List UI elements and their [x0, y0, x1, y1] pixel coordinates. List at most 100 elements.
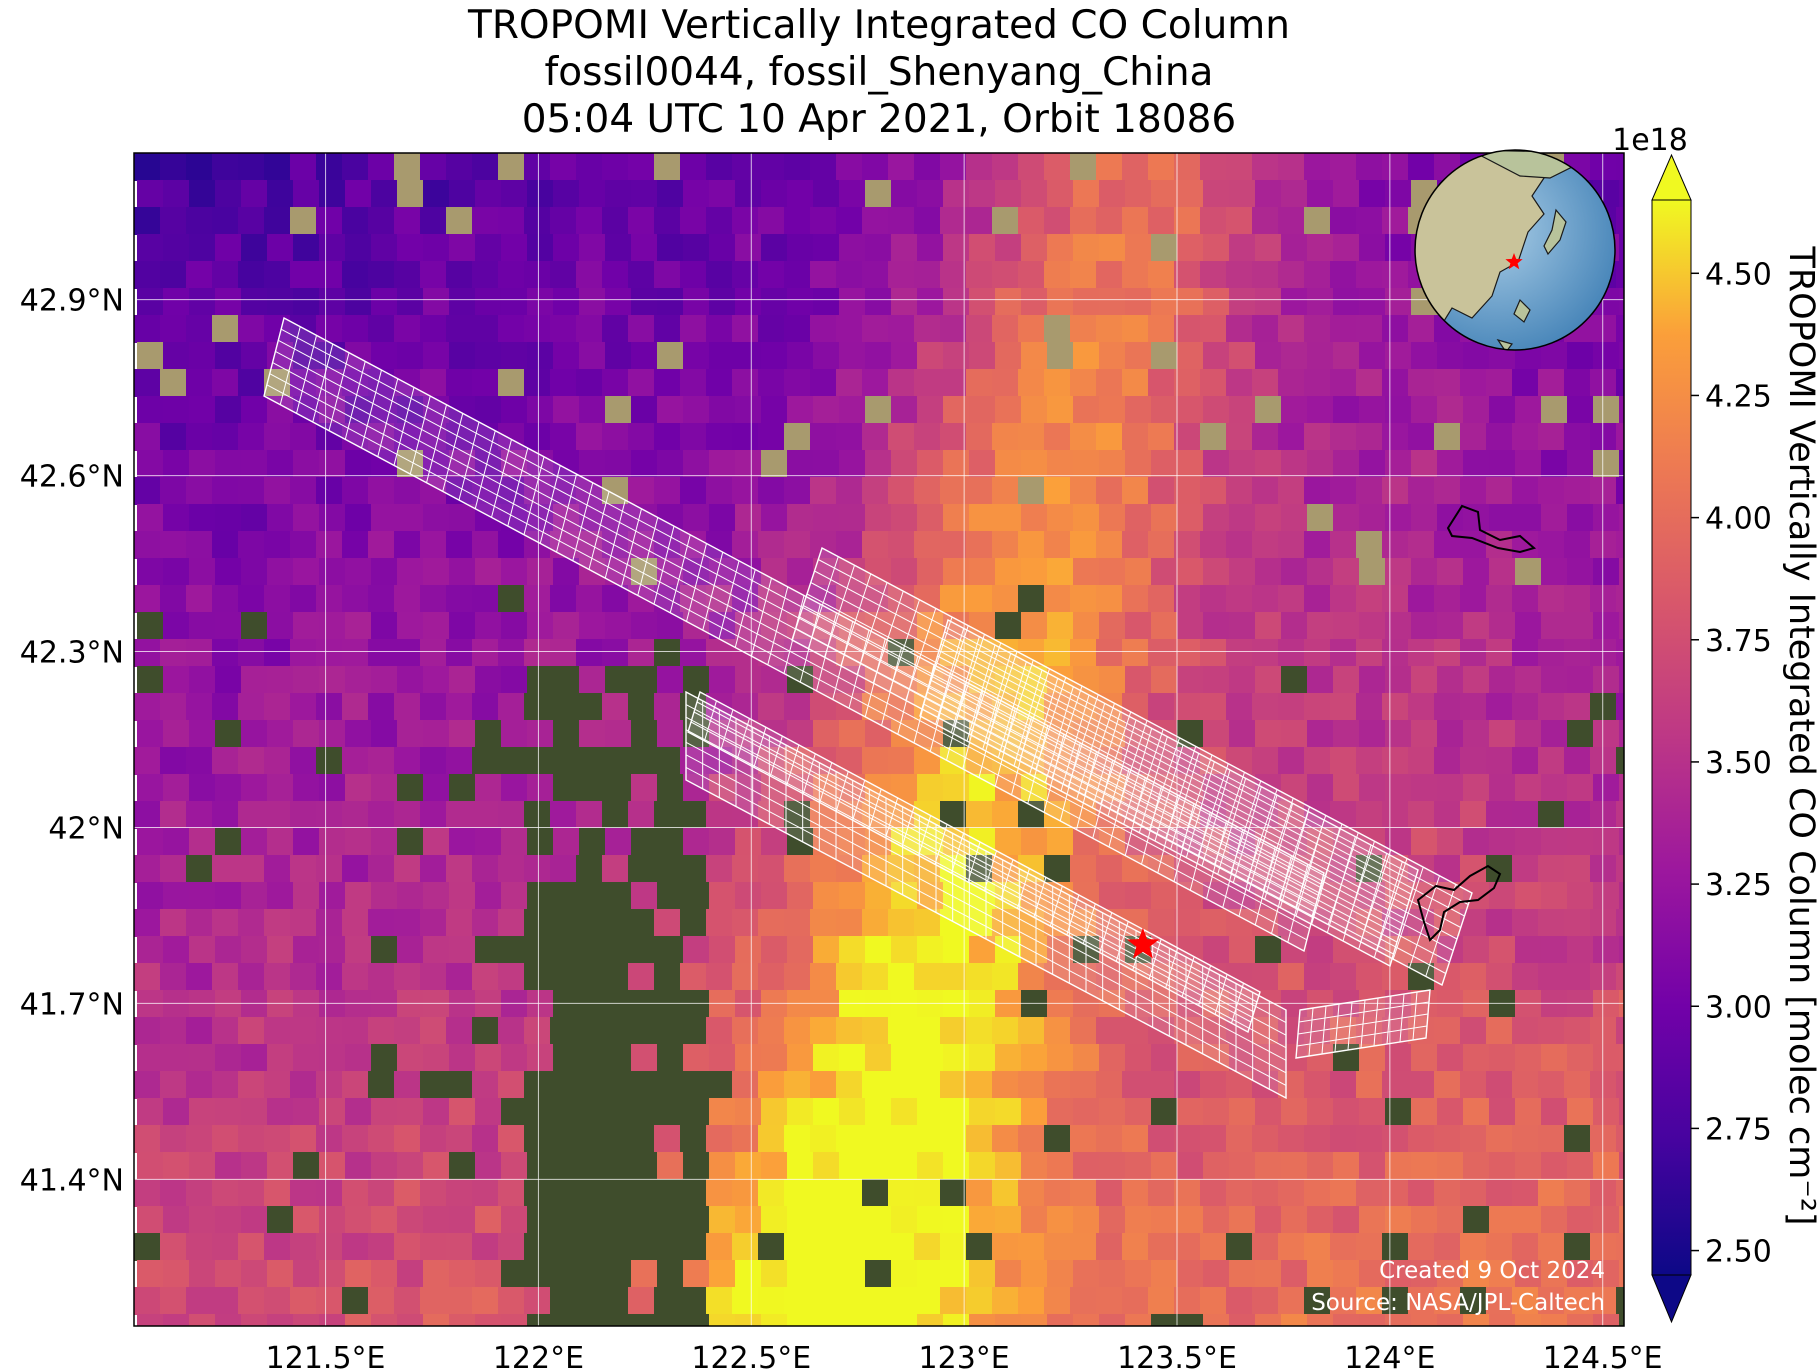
co-pixel: [212, 207, 239, 235]
co-pixel: [631, 450, 658, 478]
co-pixel: [1304, 153, 1331, 181]
co-pixel: [1122, 207, 1149, 235]
co-pixel: [1515, 1152, 1542, 1180]
co-pixel: [1096, 1233, 1123, 1261]
co-pixel: [1148, 315, 1175, 343]
co-pixel: [1125, 612, 1152, 640]
co-pixel: [368, 261, 395, 289]
co-pixel: [969, 288, 996, 316]
co-pixel: [1330, 693, 1357, 721]
co-pixel: [709, 234, 736, 262]
co-pixel: [888, 1287, 915, 1315]
co-pixel: [238, 639, 265, 667]
co-pixel: [397, 666, 424, 694]
co-pixel: [1489, 666, 1516, 694]
co-pixel: [1148, 639, 1175, 667]
co-pixel: [1278, 1071, 1305, 1099]
co-pixel: [813, 1152, 840, 1180]
co-pixel: [1307, 990, 1334, 1018]
co-pixel: [264, 477, 291, 505]
co-pixel: [1307, 774, 1334, 802]
co-pixel: [446, 261, 473, 289]
co-pixel: [758, 207, 785, 235]
co-pixel: [1619, 504, 1624, 532]
co-pixel: [316, 1125, 343, 1153]
co-pixel: [784, 531, 811, 559]
co-pixel: [628, 693, 655, 721]
co-pixel: [1486, 1341, 1513, 1369]
co-pixel: [472, 639, 499, 667]
co-pixel: [602, 531, 629, 559]
co-pixel: [654, 207, 681, 235]
co-pixel: [1486, 801, 1513, 829]
co-pixel: [186, 1233, 213, 1261]
globe-target-star: [1505, 253, 1523, 270]
co-pixel: [1564, 477, 1591, 505]
globe-land-islands: [1496, 298, 1531, 350]
co-pixel: [1021, 396, 1048, 424]
co-pixel: [1463, 342, 1490, 370]
co-pixel: [1281, 234, 1308, 262]
co-pixel: [1252, 639, 1279, 667]
co-pixel: [293, 288, 320, 316]
co-pixel: [397, 1152, 424, 1180]
co-pixel: [1564, 531, 1591, 559]
co-pixel: [1307, 1260, 1334, 1288]
co-pixel: [1148, 207, 1175, 235]
co-pixel: [891, 396, 918, 424]
co-pixel: [865, 450, 892, 478]
co-pixel: [602, 1233, 629, 1261]
co-pixel: [1174, 909, 1201, 937]
co-pixel: [992, 585, 1019, 613]
co-pixel: [1359, 774, 1386, 802]
co-pixel: [654, 1017, 681, 1045]
co-pixel: [1382, 855, 1409, 883]
co-pixel: [1538, 477, 1565, 505]
co-pixel: [1330, 1233, 1357, 1261]
co-pixel: [215, 1152, 242, 1180]
lat-tick-label: 42°N: [48, 811, 124, 846]
co-pixel: [316, 261, 343, 289]
co-pixel: [212, 315, 239, 343]
co-pixel: [189, 720, 216, 748]
co-pixel: [605, 720, 632, 748]
co-pixel: [1538, 531, 1565, 559]
co-pixel: [735, 342, 762, 370]
co-pixel: [290, 693, 317, 721]
co-pixel: [1018, 1125, 1045, 1153]
co-pixel: [1281, 396, 1308, 424]
co-pixel: [1486, 963, 1513, 991]
co-pixel: [914, 1233, 941, 1261]
co-pixel: [293, 1044, 320, 1072]
co-pixel: [836, 1017, 863, 1045]
co-pixel: [865, 1098, 892, 1126]
co-pixel: [524, 585, 551, 613]
co-pixel: [316, 747, 343, 775]
co-pixel: [839, 882, 866, 910]
co-pixel: [316, 153, 343, 181]
co-pixel: [1411, 1260, 1438, 1288]
co-pixel: [1177, 234, 1204, 262]
co-pixel: [368, 477, 395, 505]
co-pixel: [1047, 1206, 1074, 1234]
co-pixel: [550, 315, 577, 343]
chart-title: TROPOMI Vertically Integrated CO Column …: [134, 2, 1624, 143]
co-pixel: [290, 477, 317, 505]
co-pixel: [1590, 423, 1617, 451]
co-pixel: [1385, 234, 1412, 262]
co-pixel: [784, 585, 811, 613]
co-pixel: [1489, 450, 1516, 478]
co-pixel: [943, 882, 970, 910]
co-pixel: [215, 720, 242, 748]
co-pixel: [1567, 1098, 1594, 1126]
co-pixel: [212, 423, 239, 451]
co-pixel: [1616, 261, 1624, 289]
co-pixel: [1174, 261, 1201, 289]
co-pixel: [186, 747, 213, 775]
co-pixel: [969, 1206, 996, 1234]
co-pixel: [1073, 504, 1100, 532]
co-pixel: [787, 936, 814, 964]
co-pixel: [446, 855, 473, 883]
co-pixel: [1486, 639, 1513, 667]
lat-tick-label: 41.4°N: [20, 1163, 124, 1198]
